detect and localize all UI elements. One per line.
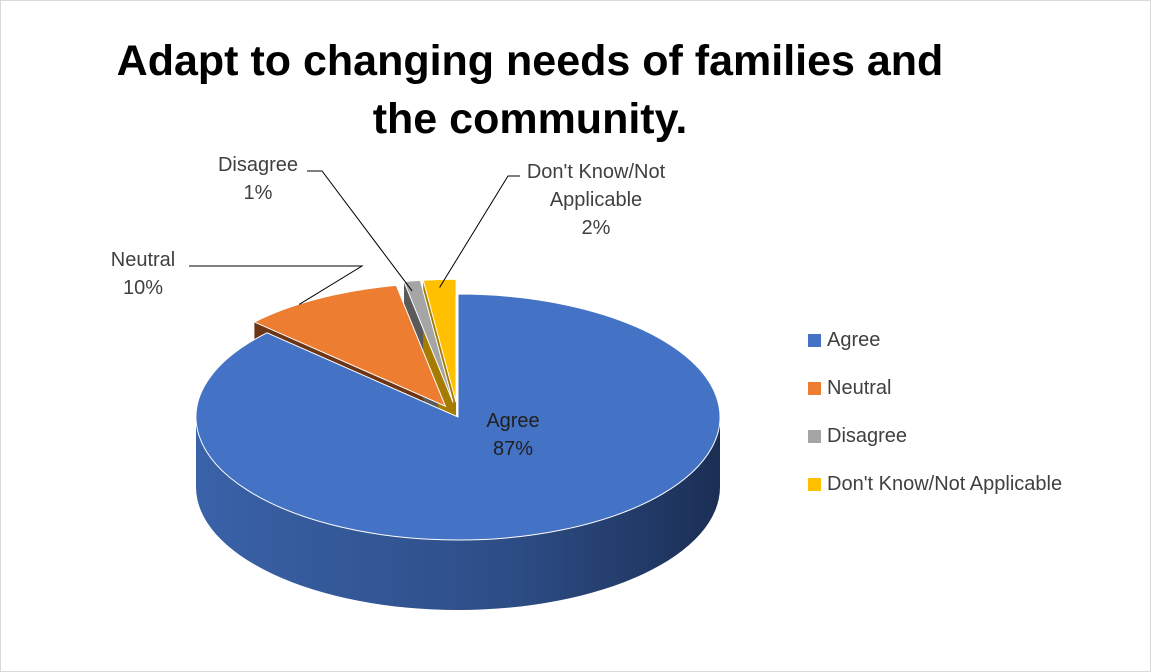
pie-slice-neutral (253, 284, 447, 408)
data-label-neutral-line-0: Neutral (111, 249, 175, 271)
data-label-dont-know-line-1: Applicable (550, 189, 642, 211)
data-label-disagree-line-0: Disagree (218, 154, 298, 176)
legend-label-disagree: Disagree (827, 425, 908, 447)
legend-swatch-neutral (808, 382, 821, 395)
pie-slice-disagree (403, 279, 454, 403)
leader-line-neutral (189, 265, 364, 305)
chart-title: Adapt to changing needs of families and … (116, 37, 944, 143)
data-label-agree-line-0: Agree (486, 410, 539, 432)
pie-slice-agree (195, 293, 721, 541)
data-label-dont-know-line-0: Don't Know/Not (527, 161, 666, 183)
legend-label-neutral: Neutral (827, 377, 892, 399)
legend-swatch-disagree (808, 430, 821, 443)
data-label-agree-line-1: 87% (493, 438, 533, 460)
pie-side-agree (196, 417, 720, 610)
data-label-dont-know-line-2: 2% (582, 217, 611, 239)
legend-swatch-agree (808, 334, 821, 347)
leader-line-dont-know (439, 175, 520, 288)
data-label-neutral-line-1: 10% (123, 277, 163, 299)
pie-slice-dont-know (422, 278, 457, 403)
legend-label-agree: Agree (827, 329, 881, 351)
data-label-disagree-line-1: 1% (244, 182, 273, 204)
legend-swatch-dont-know (808, 478, 821, 491)
leader-line-disagree (307, 170, 413, 292)
legend-label-dont-know: Don't Know/Not Applicable (827, 473, 1063, 495)
